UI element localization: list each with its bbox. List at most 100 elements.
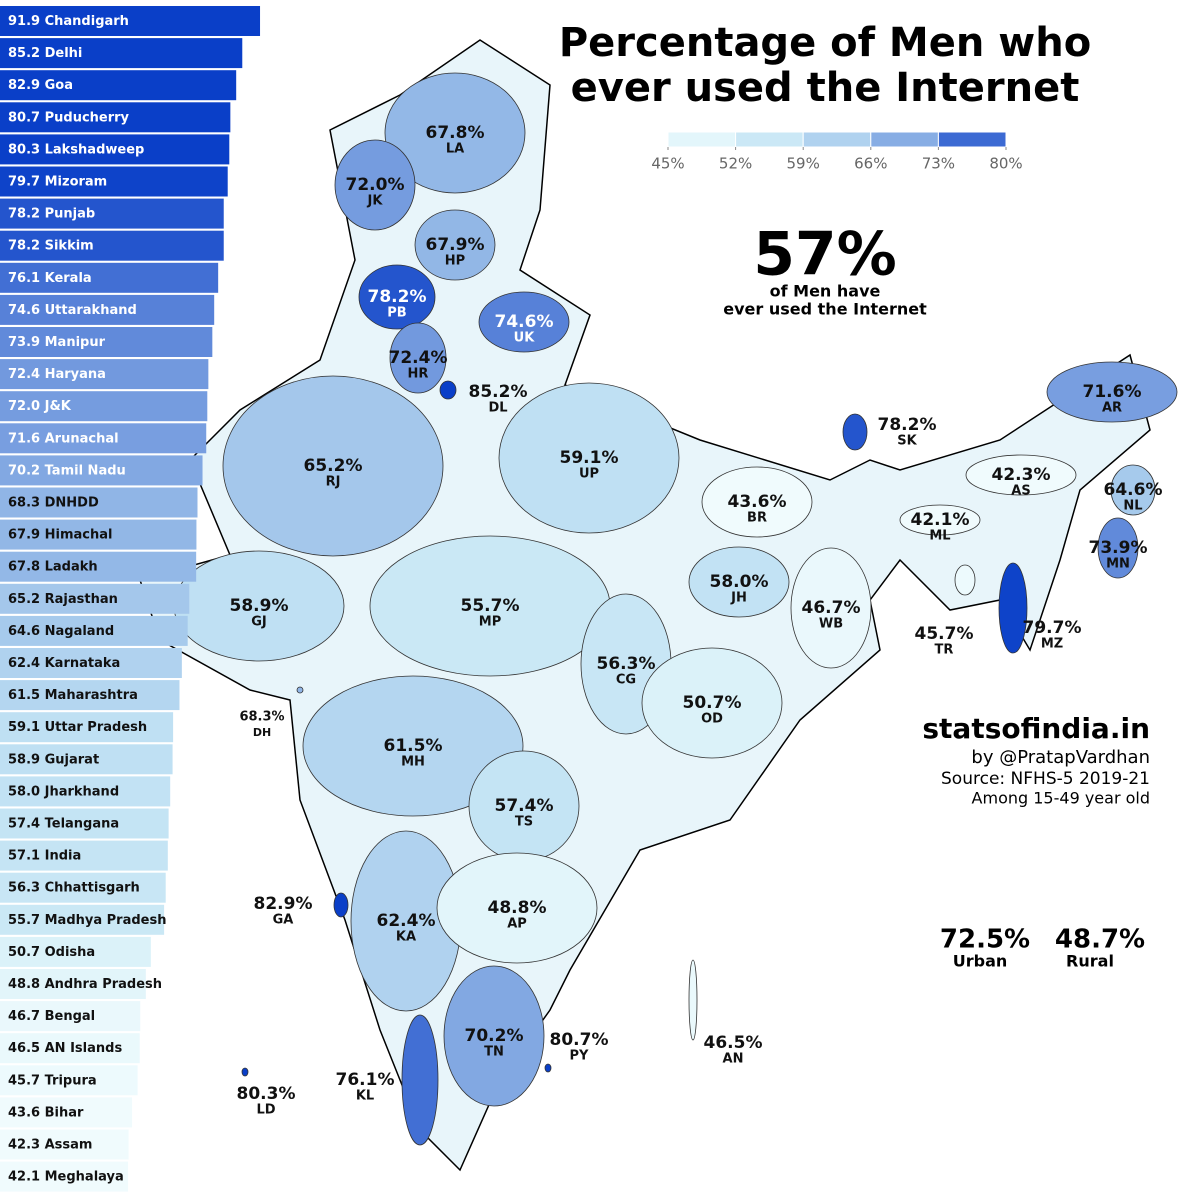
rank-name: Mizoram: [45, 174, 108, 189]
site: statsofindia.in: [922, 712, 1150, 745]
state-code: AR: [1102, 401, 1122, 416]
rank-label: 58.9 Gujarat: [8, 752, 99, 767]
headline-caption: ever used the Internet: [723, 300, 927, 319]
legend-swatch: [802, 131, 872, 148]
state-value: 64.6%: [1104, 480, 1163, 500]
rank-value: 85.2: [8, 46, 40, 61]
rank-value: 42.3: [8, 1137, 40, 1152]
rank-value: 74.6: [8, 302, 40, 317]
state-value: 76.1%: [336, 1070, 395, 1090]
rank-value: 48.8: [8, 977, 40, 992]
rank-name: DNHDD: [45, 495, 99, 510]
state-shape: [954, 564, 976, 596]
rank-label: 46.5 AN Islands: [8, 1041, 122, 1056]
state-shape: [544, 1063, 552, 1073]
state-shape: [389, 322, 447, 394]
rank-label: 71.6 Arunachal: [8, 431, 119, 446]
rank-value: 76.1: [8, 270, 40, 285]
state-shape: [688, 546, 790, 618]
state-code: GA: [273, 913, 294, 928]
rank-bar: [0, 38, 243, 69]
rank-bar: [0, 423, 207, 454]
state-code: HP: [445, 254, 465, 269]
rank-name: Kerala: [45, 270, 92, 285]
state-code: LA: [446, 142, 464, 157]
rank-label: 78.2 Punjab: [8, 206, 95, 221]
rank-value: 56.3: [8, 880, 40, 895]
rank-name: Lakshadweep: [45, 142, 145, 157]
rank-bar: [0, 294, 215, 325]
state-shape: [222, 375, 444, 557]
state-value: 48.8%: [488, 898, 547, 918]
rank-name: Haryana: [45, 367, 106, 382]
state-shape: [899, 504, 981, 536]
rank-label: 79.7 Mizoram: [8, 174, 107, 189]
rank-name: Madhya Pradesh: [45, 912, 167, 927]
state-shape: [478, 291, 570, 353]
state-shape: [1046, 361, 1178, 423]
rank-name: Maharashtra: [45, 688, 138, 703]
rank-label: 68.3 DNHDD: [8, 495, 99, 510]
state-value: 72.0%: [346, 175, 405, 195]
state-code: RJ: [326, 475, 341, 490]
rank-bar: [0, 648, 182, 678]
rank-bar: [0, 519, 197, 550]
rank-bar: [0, 1001, 141, 1032]
state-value: 58.9%: [230, 596, 289, 616]
state-value: 55.7%: [461, 596, 520, 616]
state-value: 72.4%: [389, 348, 448, 368]
rank-name: Arunachal: [45, 431, 119, 446]
rural-value: 48.7%: [1055, 925, 1145, 955]
rural-label: Rural: [1066, 952, 1114, 971]
rank-bar: [0, 808, 169, 839]
rank-name: Odisha: [45, 944, 96, 959]
rank-name: Gujarat: [45, 752, 100, 767]
rank-bar: [0, 1033, 140, 1064]
rank-name: Tamil Nadu: [45, 463, 126, 478]
state-value: 56.3%: [597, 654, 656, 674]
rank-name: Chhattisgarh: [45, 880, 140, 895]
state-value: 62.4%: [377, 911, 436, 931]
rank-name: Bihar: [45, 1105, 84, 1120]
legend-swatch: [870, 131, 939, 148]
rank-bar: [0, 551, 197, 582]
state-value: 57.4%: [495, 796, 554, 816]
rank-value: 58.0: [8, 784, 40, 799]
rank-value: 43.6: [8, 1105, 40, 1120]
rank-value: 68.3: [8, 495, 40, 510]
state-value: 68.3%: [239, 710, 284, 725]
rank-name: India: [45, 848, 82, 863]
rank-label: 50.7 Odisha: [8, 944, 95, 959]
state-value: 42.3%: [992, 465, 1051, 485]
state-shape: [641, 647, 783, 759]
rank-bar: [0, 1161, 129, 1192]
rank-bar: [0, 840, 168, 871]
rank-label: 42.3 Assam: [8, 1137, 92, 1152]
state-code: MP: [479, 615, 501, 630]
rank-label: 57.1 India: [8, 848, 81, 863]
rank-value: 57.4: [8, 816, 40, 831]
rank-bar: [0, 904, 165, 935]
rank-label: 72.0 J&K: [8, 399, 72, 414]
state-value: 46.7%: [802, 598, 861, 618]
state-code: MN: [1106, 557, 1130, 572]
state-value: 50.7%: [683, 693, 742, 713]
rank-value: 55.7: [8, 912, 40, 927]
rank-label: 78.2 Sikkim: [8, 238, 94, 253]
state-value: 85.2%: [469, 382, 528, 402]
rank-name: Uttar Pradesh: [45, 720, 148, 735]
note: Among 15-49 year old: [972, 789, 1150, 808]
state-value: 42.1%: [911, 510, 970, 530]
state-code: WB: [819, 617, 843, 632]
legend-tick-label: 80%: [989, 155, 1022, 173]
state-value: 67.8%: [426, 123, 485, 143]
rank-value: 65.2: [8, 591, 40, 606]
rank-label: 76.1 Kerala: [8, 270, 92, 285]
state-shape: [241, 1067, 249, 1077]
rank-value: 59.1: [8, 720, 40, 735]
state-shape: [401, 1014, 439, 1146]
rank-bar: [0, 6, 261, 36]
state-shape: [688, 959, 698, 1041]
state-shape: [701, 466, 813, 538]
